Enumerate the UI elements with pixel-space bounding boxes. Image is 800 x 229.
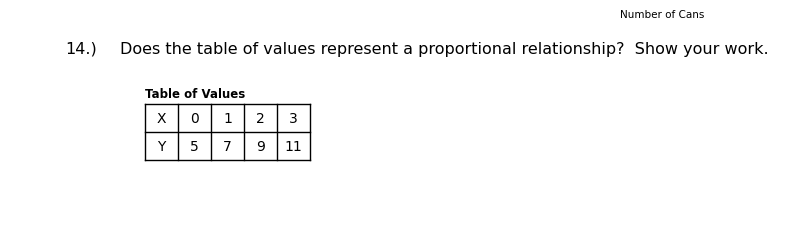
Text: 14.): 14.): [65, 42, 97, 57]
Text: Table of Values: Table of Values: [145, 88, 246, 101]
Text: Number of Cans: Number of Cans: [620, 10, 704, 20]
Text: X: X: [157, 112, 166, 125]
Text: 0: 0: [190, 112, 199, 125]
Text: 11: 11: [285, 139, 302, 153]
Text: Y: Y: [158, 139, 166, 153]
Text: 5: 5: [190, 139, 199, 153]
Text: 9: 9: [256, 139, 265, 153]
Text: 7: 7: [223, 139, 232, 153]
Text: 1: 1: [223, 112, 232, 125]
Text: 3: 3: [289, 112, 298, 125]
Text: Does the table of values represent a proportional relationship?  Show your work.: Does the table of values represent a pro…: [120, 42, 769, 57]
Text: 2: 2: [256, 112, 265, 125]
